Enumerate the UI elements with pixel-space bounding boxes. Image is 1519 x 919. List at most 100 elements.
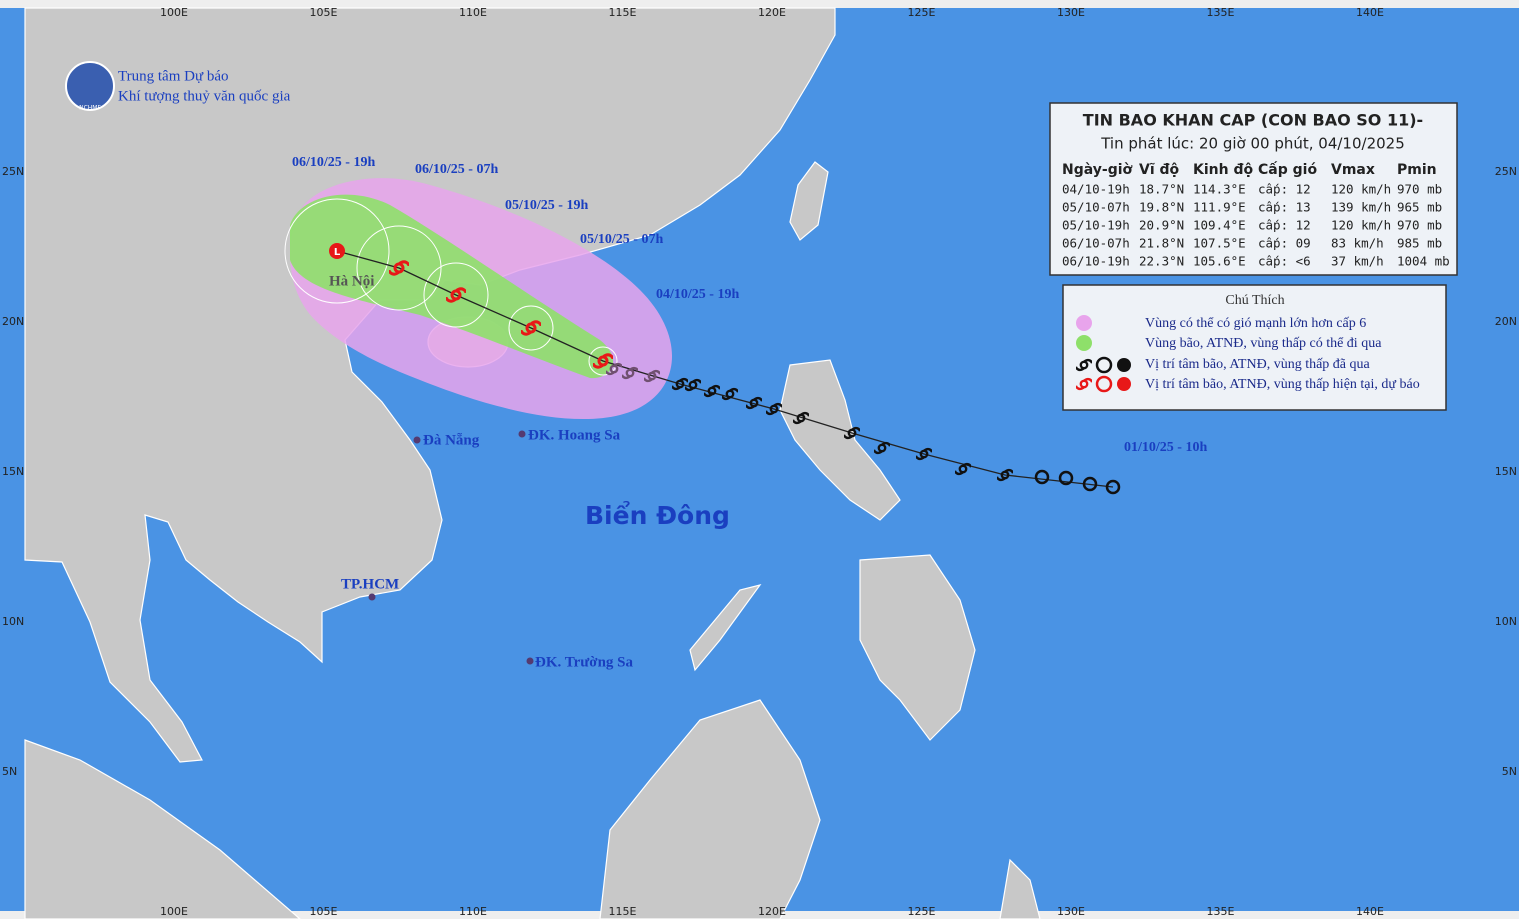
place-dot <box>368 593 376 601</box>
table-cell: 06/10-07h <box>1062 236 1130 251</box>
past-track <box>606 362 1121 495</box>
table-cell: 107.5°E <box>1193 236 1246 251</box>
table-cell: 1004 mb <box>1397 254 1450 269</box>
taiwan <box>789 161 829 241</box>
place-label: Hà Nội <box>329 273 374 289</box>
past-point <box>1034 469 1050 485</box>
logo-text: NCHMF <box>79 105 101 112</box>
lon-label: 105E <box>310 6 338 19</box>
legend-item: Vùng có thể có gió mạnh lớn hơn cấp 6 <box>1145 316 1366 331</box>
table-cell: 970 mb <box>1397 182 1442 197</box>
agency-line1: Trung tâm Dự báo <box>118 68 229 84</box>
forecast-points: L <box>329 243 613 369</box>
place-label: ĐK. Hoang Sa <box>528 427 621 443</box>
island <box>999 858 1041 919</box>
column-header: Vmax <box>1331 162 1375 178</box>
track-label: 04/10/25 - 19h <box>656 287 739 302</box>
track-label: 05/10/25 - 19h <box>505 198 588 213</box>
table-cell: 985 mb <box>1397 236 1442 251</box>
lon-label: 120E <box>758 6 786 19</box>
borneo <box>599 699 821 919</box>
lat-label: 25N <box>1495 165 1517 178</box>
lon-label: 100E <box>160 905 188 918</box>
sumatra <box>24 739 301 919</box>
agency-line2: Khí tượng thuỷ văn quốc gia <box>118 88 291 104</box>
table-cell: 139 km/h <box>1331 200 1391 215</box>
svg-text:L: L <box>334 247 341 258</box>
lat-label: 25N <box>2 165 24 178</box>
table-cell: 83 km/h <box>1331 236 1384 251</box>
legend-item: Vị trí tâm bão, ATNĐ, vùng thấp hiện tại… <box>1145 377 1420 392</box>
lon-label: 115E <box>609 6 637 19</box>
track-label: 06/10/25 - 19h <box>292 155 375 170</box>
table-cell: 21.8°N <box>1139 236 1184 251</box>
logo: NCHMF <box>65 61 115 112</box>
lon-label: 100E <box>160 6 188 19</box>
lon-label: 105E <box>310 905 338 918</box>
lon-label: 125E <box>908 905 936 918</box>
column-header: Cấp gió <box>1258 161 1317 178</box>
lon-label: 110E <box>459 905 487 918</box>
palawan <box>689 584 762 672</box>
track-label: 05/10/25 - 07h <box>580 232 663 247</box>
table-cell: cấp: 13 <box>1258 200 1311 215</box>
past-point <box>1105 479 1121 495</box>
sea-label: Biển Đông <box>585 500 730 530</box>
lat-label: 20N <box>2 315 24 328</box>
lat-label: 15N <box>1495 465 1517 478</box>
legend-title: Chú Thích <box>1225 293 1284 308</box>
table-cell: 970 mb <box>1397 218 1442 233</box>
table-cell: 120 km/h <box>1331 218 1391 233</box>
lon-label: 120E <box>758 905 786 918</box>
column-header: Pmin <box>1397 162 1437 178</box>
top-frame <box>0 0 1519 8</box>
place-dot <box>518 430 526 438</box>
lat-label: 10N <box>1495 615 1517 628</box>
table-cell: 120 km/h <box>1331 182 1391 197</box>
table-cell: 06/10-19h <box>1062 254 1130 269</box>
lon-label: 130E <box>1057 905 1085 918</box>
table-cell: 04/10-19h <box>1062 182 1130 197</box>
legend-item: Vùng bão, ATNĐ, vùng thấp có thể đi qua <box>1145 336 1382 351</box>
legend: Chú Thích Vùng có thể có gió mạnh lớn hơ… <box>1062 284 1447 411</box>
lon-label: 140E <box>1356 6 1384 19</box>
lon-label: 110E <box>459 6 487 19</box>
lat-label: 10N <box>2 615 24 628</box>
table-cell: 965 mb <box>1397 200 1442 215</box>
table-cell: 05/10-19h <box>1062 218 1130 233</box>
column-header: Ngày-giờ <box>1062 162 1133 178</box>
lon-label: 125E <box>908 6 936 19</box>
mindanao <box>859 554 976 741</box>
table-cell: 114.3°E <box>1193 182 1246 197</box>
lon-label: 140E <box>1356 905 1384 918</box>
table-cell: 105.6°E <box>1193 254 1246 269</box>
lon-label: 115E <box>609 905 637 918</box>
luzon <box>779 359 901 521</box>
bulletin: TIN BAO KHAN CAP (CON BAO SO 11)- Tin ph… <box>1049 102 1458 276</box>
lat-label: 20N <box>1495 315 1517 328</box>
track-label: 01/10/25 - 10h <box>1124 440 1207 455</box>
lat-label: 15N <box>2 465 24 478</box>
table-cell: cấp: 09 <box>1258 236 1311 251</box>
lat-label: 5N <box>1502 765 1517 778</box>
lon-label: 135E <box>1207 905 1235 918</box>
past-point <box>1058 470 1074 486</box>
table-cell: cấp: <6 <box>1258 254 1311 269</box>
legend-swatch <box>1076 356 1131 374</box>
table-cell: cấp: 12 <box>1258 218 1311 233</box>
table-cell: 20.9°N <box>1139 218 1184 233</box>
legend-swatch <box>1076 335 1092 351</box>
table-cell: 22.3°N <box>1139 254 1184 269</box>
column-header: Kinh độ <box>1193 162 1253 178</box>
lat-label: 5N <box>2 765 17 778</box>
table-cell: 109.4°E <box>1193 218 1246 233</box>
table-cell: 37 km/h <box>1331 254 1384 269</box>
table-cell: cấp: 12 <box>1258 182 1311 197</box>
bulletin-issued: Tin phát lúc: 20 giờ 00 phút, 04/10/2025 <box>1100 135 1405 153</box>
legend-swatch <box>1076 315 1092 331</box>
place-label: Đà Nẵng <box>423 432 480 448</box>
track-label: 06/10/25 - 07h <box>415 162 498 177</box>
table-cell: 18.7°N <box>1139 182 1184 197</box>
past-point <box>1082 476 1098 492</box>
